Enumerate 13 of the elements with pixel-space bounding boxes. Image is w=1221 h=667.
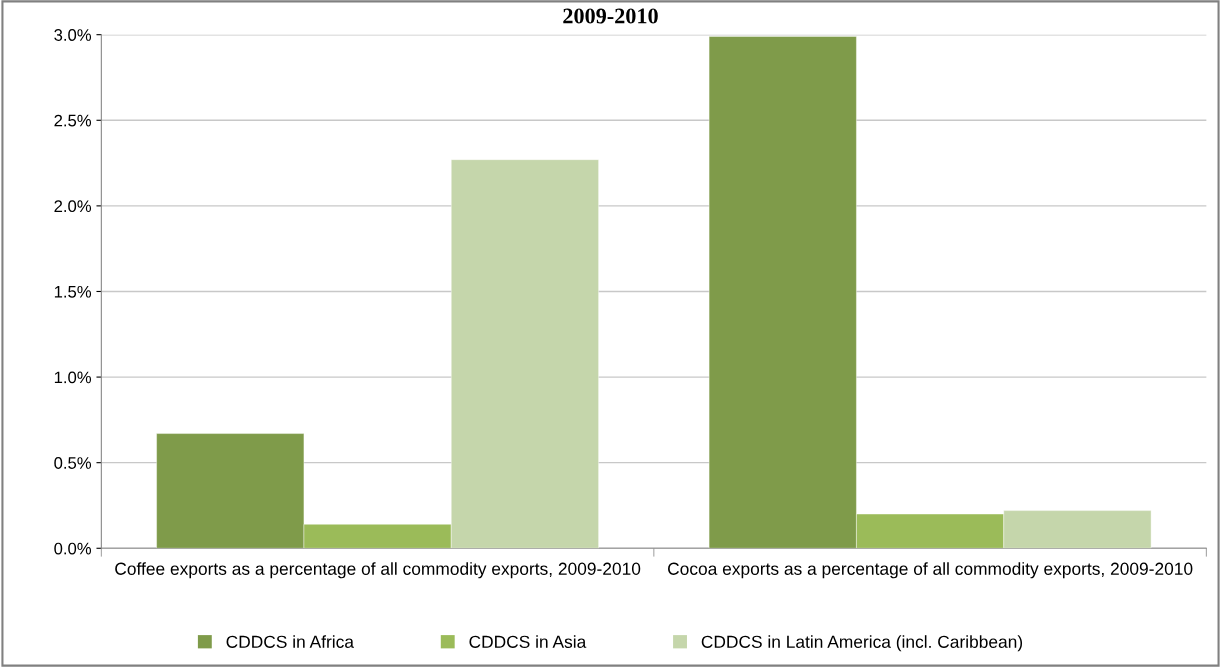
legend-label: CDDCS in Africa (226, 635, 354, 648)
y-tick-label: 3.0% (54, 29, 92, 41)
chart-title: 2009-2010 (563, 8, 658, 24)
y-tick-label: 0.5% (54, 457, 92, 469)
y-tick-label: 2.0% (54, 200, 92, 213)
y-tick-label: 2.5% (54, 114, 92, 127)
x-tick-label: Cocoa exports as a percentage of all commodity exports, 2009-2010 (668, 562, 1193, 579)
legend-label: CDDCS in Asia (469, 635, 587, 648)
y-tick-label: 0.0% (54, 542, 92, 555)
y-tick-label: 1.5% (54, 285, 92, 298)
legend-label: CDDCS in Latin America (incl. Caribbean) (701, 635, 1023, 652)
x-tick-label: Coffee exports as a percentage of all commodity exports, 2009-2010 (115, 562, 641, 579)
y-tick-label: 1.0% (54, 371, 92, 384)
